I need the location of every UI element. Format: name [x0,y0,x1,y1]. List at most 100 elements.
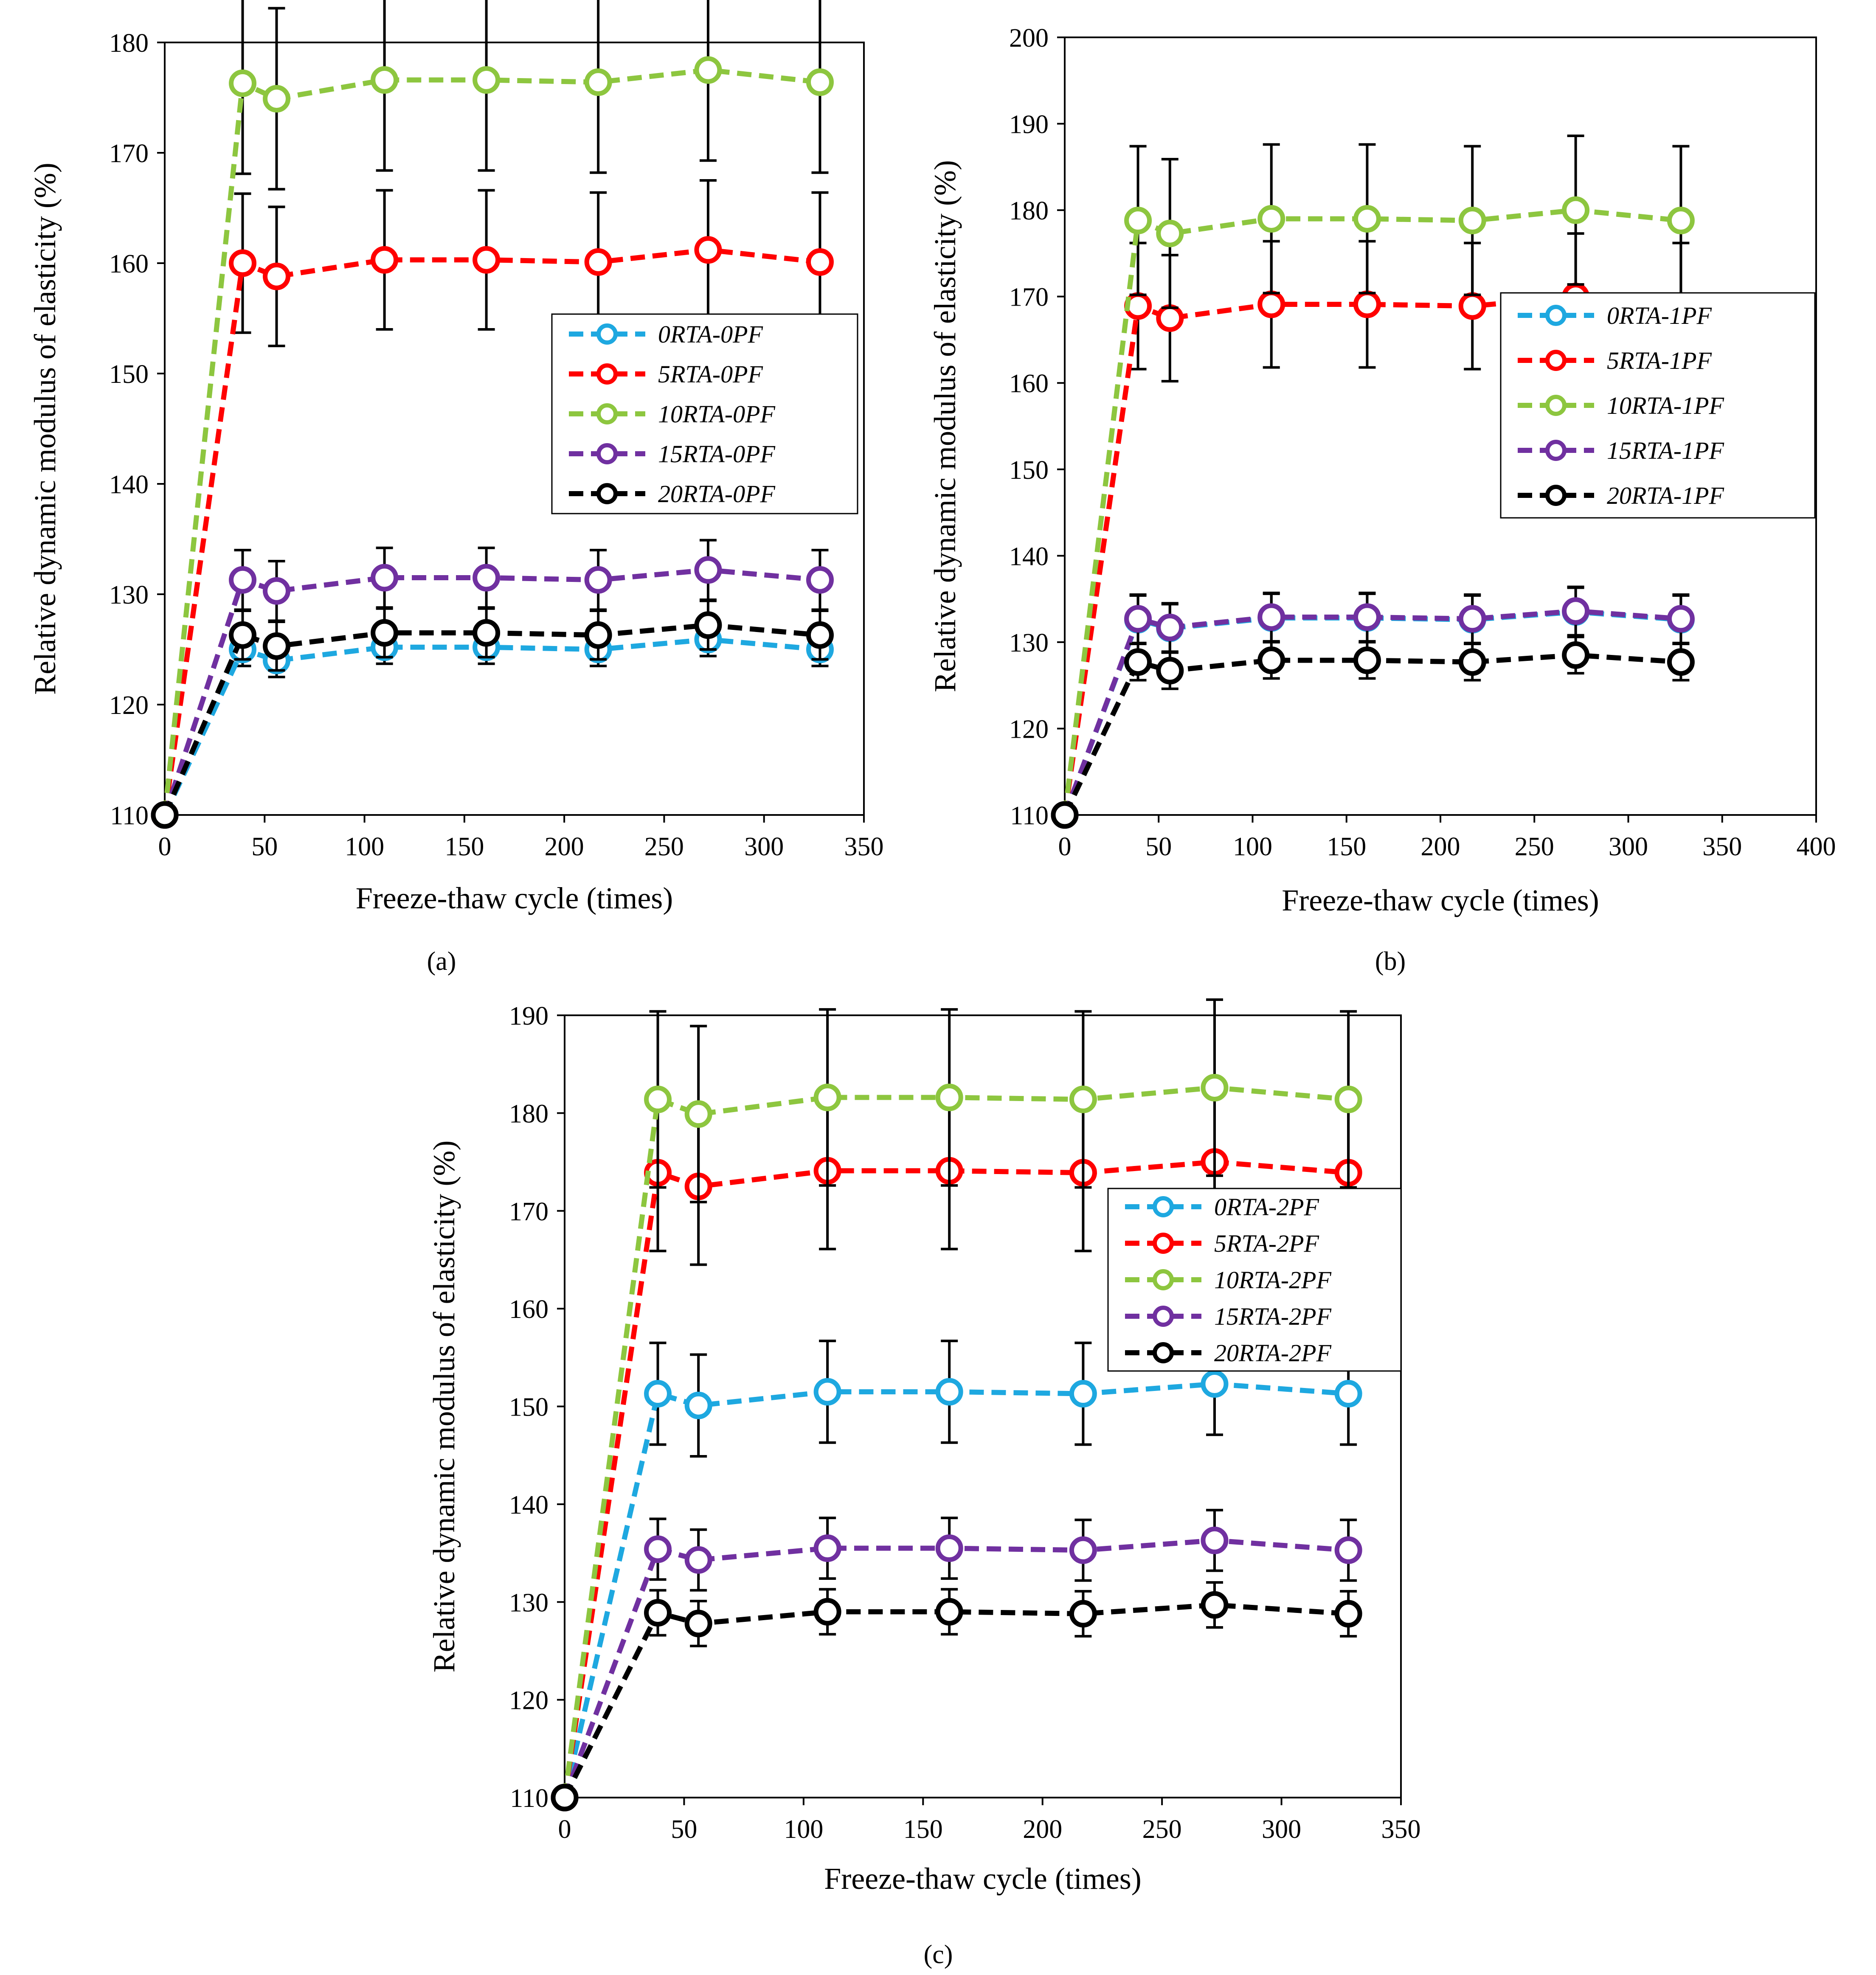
x-tick-label: 250 [644,832,684,861]
series-line [562,1159,1349,1798]
data-point [473,66,501,94]
y-tick-label: 180 [1009,197,1049,225]
y-axis-title: Relative dynamic modulus of elasticity (… [928,160,962,692]
data-point [813,1084,841,1112]
data-point [1257,205,1285,233]
data-point [1334,1600,1362,1628]
data-point [1069,1085,1097,1113]
data-point [371,66,399,94]
data-point [1562,641,1590,669]
data-point [584,248,612,276]
legend-marker [596,363,618,385]
data-point [263,85,291,113]
x-axis-title: Freeze-thaw cycle (times) [824,1862,1142,1896]
data-point [1124,207,1152,235]
data-point [644,1535,672,1563]
data-point [1353,646,1381,674]
y-tick-label: 150 [509,1393,548,1422]
data-point [694,611,722,639]
data-point [263,577,291,605]
chart-panel-c: 0 50 100 150 200 250 300 350 110 120 130 140 150 160 1… [427,998,1421,1969]
data-point [473,619,501,647]
data-point [1051,801,1079,829]
series-15RTA-0PF [151,539,834,829]
data-point [584,566,612,594]
data-point [1156,657,1184,685]
data-point [1667,605,1695,633]
data-point [644,1085,672,1113]
data-point [551,1784,579,1812]
data-point [806,621,834,649]
data-point [694,556,722,584]
legend-marker [1153,1306,1174,1327]
y-tick-label: 190 [509,1002,548,1031]
data-point [371,246,399,274]
x-tick-label: 100 [345,832,384,861]
data-point [1124,605,1152,633]
data-point [1334,1536,1362,1564]
legend-label: 0RTA-0PF [658,320,763,348]
y-tick-label: 160 [109,250,149,278]
data-point [935,1084,963,1112]
data-point [1201,1526,1229,1554]
series-0RTA-2PF [551,1332,1362,1812]
legend-label: 20RTA-2PF [1214,1339,1332,1367]
y-tick-label: 130 [109,581,149,610]
data-point [1458,605,1486,633]
y-tick-label: 160 [509,1295,548,1324]
legend-marker [596,483,618,504]
legend-label: 15RTA-0PF [658,440,776,468]
data-point [151,801,179,829]
y-tick-label: 160 [1009,369,1049,398]
data-point [263,262,291,290]
x-tick-label: 50 [1145,832,1172,861]
data-point [806,566,834,594]
data-point [684,1100,712,1128]
data-point [1069,1380,1097,1408]
data-point [1353,290,1381,318]
x-axis-title: Freeze-thaw cycle (times) [356,881,673,915]
legend-marker [596,443,618,464]
legend-marker [596,403,618,424]
y-tick-label: 180 [509,1099,548,1128]
legend-marker [1153,1196,1174,1217]
y-tick-label: 200 [1009,24,1049,53]
data-point [813,1534,841,1562]
y-tick-label: 140 [509,1491,548,1520]
data-point [806,248,834,276]
legend-marker [1545,440,1567,461]
data-point [1334,1380,1362,1408]
x-tick-label: 250 [1142,1815,1182,1844]
data-point [1124,648,1152,676]
data-point [473,564,501,592]
legend-label: 10RTA-2PF [1214,1266,1332,1294]
y-tick-label: 130 [509,1588,548,1617]
x-tick-label: 150 [444,832,484,861]
legend-label: 0RTA-1PF [1607,302,1712,329]
y-tick-label: 120 [1009,715,1049,744]
data-point [644,1599,672,1627]
data-point [263,632,291,660]
data-point [694,56,722,84]
legend-marker [1153,1342,1174,1363]
legend-marker [1545,395,1567,416]
y-tick-label: 150 [109,360,149,389]
y-tick-label: 110 [110,801,149,830]
x-tick-label: 100 [1233,832,1272,861]
legend-label: 5RTA-0PF [658,360,763,388]
y-tick-label: 110 [1010,801,1049,830]
data-point [229,249,257,277]
legend-marker [1545,485,1567,506]
data-point [371,564,399,592]
data-point [1201,1073,1229,1101]
panel-label: (b) [1375,947,1406,976]
data-point [229,69,257,97]
series-20RTA-1PF [1051,635,1695,829]
data-point [1069,1536,1097,1564]
x-axis-title: Freeze-thaw cycle (times) [1282,883,1599,917]
legend: 0RTA-2PF 5RTA-2PF 10RTA-2PF 15RTA-2PF 20RTA-… [1107,1188,1402,1372]
data-point [1334,1085,1362,1113]
y-tick-label: 140 [109,470,149,499]
data-point [1257,290,1285,318]
